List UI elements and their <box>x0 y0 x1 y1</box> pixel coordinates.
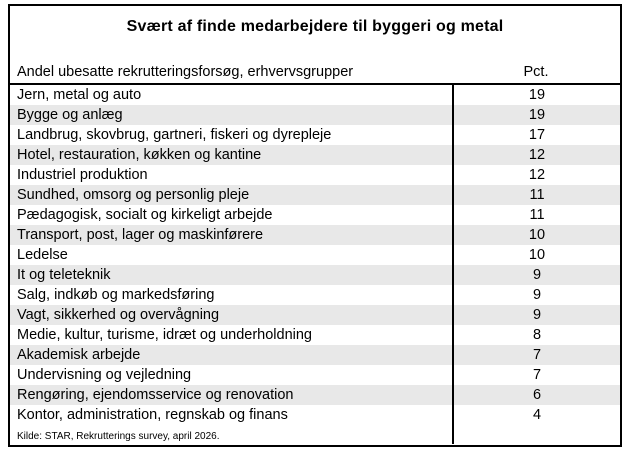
row-value: 9 <box>452 285 620 305</box>
row-value: 12 <box>452 165 620 185</box>
table-row: Industriel produktion 12 <box>10 165 620 185</box>
row-label: Transport, post, lager og maskinførere <box>17 227 264 243</box>
table-row: Jern, metal og auto 19 <box>10 85 620 105</box>
table-row: Rengøring, ejendomsservice og renovation… <box>10 385 620 405</box>
row-label: Undervisning og vejledning <box>17 367 192 383</box>
row-label: Pædagogisk, socialt og kirkeligt arbejde <box>17 207 273 223</box>
table-header-row: Andel ubesatte rekrutteringsforsøg, erhv… <box>10 37 620 85</box>
table-frame: Svært af finde medarbejdere til byggeri … <box>8 4 622 447</box>
row-label: Bygge og anlæg <box>17 107 123 123</box>
table-row: Vagt, sikkerhed og overvågning 9 <box>10 305 620 325</box>
row-label: Akademisk arbejde <box>17 347 141 363</box>
row-value: 6 <box>452 385 620 405</box>
row-value: 8 <box>452 325 620 345</box>
table-row: Hotel, restauration, køkken og kantine 12 <box>10 145 620 165</box>
row-label: Sundhed, omsorg og personlig pleje <box>17 187 250 203</box>
table-row: It og teleteknik 9 <box>10 265 620 285</box>
row-label: Kontor, administration, regnskab og fina… <box>17 407 288 423</box>
row-label: Vagt, sikkerhed og overvågning <box>17 307 220 323</box>
row-value: 11 <box>452 185 620 205</box>
row-value: 7 <box>452 345 620 365</box>
header-pct: Pct. <box>523 64 549 80</box>
row-label: Industriel produktion <box>17 167 148 183</box>
row-value: 19 <box>452 105 620 125</box>
table-row: Kontor, administration, regnskab og fina… <box>10 405 620 425</box>
source-row: Kilde: STAR, Rekrutterings survey, april… <box>10 425 620 444</box>
row-label: Hotel, restauration, køkken og kantine <box>17 147 262 163</box>
header-label: Andel ubesatte rekrutteringsforsøg, erhv… <box>17 64 354 80</box>
row-value: 10 <box>452 245 620 265</box>
table-row: Ledelse 10 <box>10 245 620 265</box>
row-value: 7 <box>452 365 620 385</box>
table-row: Medie, kultur, turisme, idræt og underho… <box>10 325 620 345</box>
row-value: 17 <box>452 125 620 145</box>
table-body: Jern, metal og auto 19 Bygge og anlæg 19 Lan… <box>10 85 620 425</box>
table-row: Landbrug, skovbrug, gartneri, fiskeri og… <box>10 125 620 145</box>
source-note: Kilde: STAR, Rekrutterings survey, april… <box>17 431 220 442</box>
table-row: Bygge og anlæg 19 <box>10 105 620 125</box>
row-value: 9 <box>452 265 620 285</box>
chart-title: Svært af finde medarbejdere til byggeri … <box>126 18 504 35</box>
table-row: Pædagogisk, socialt og kirkeligt arbejde… <box>10 205 620 225</box>
source-row-spacer <box>452 425 620 444</box>
row-label: Rengøring, ejendomsservice og renovation <box>17 387 294 403</box>
row-value: 11 <box>452 205 620 225</box>
row-label: Medie, kultur, turisme, idræt og underho… <box>17 327 312 343</box>
table-row: Transport, post, lager og maskinførere 10 <box>10 225 620 245</box>
table-row: Salg, indkøb og markedsføring 9 <box>10 285 620 305</box>
row-value: 12 <box>452 145 620 165</box>
row-value: 4 <box>452 405 620 425</box>
row-label: It og teleteknik <box>17 267 111 283</box>
row-label: Salg, indkøb og markedsføring <box>17 287 215 303</box>
row-value: 9 <box>452 305 620 325</box>
table-row: Undervisning og vejledning 7 <box>10 365 620 385</box>
table-row: Sundhed, omsorg og personlig pleje 11 <box>10 185 620 205</box>
row-label: Ledelse <box>17 247 68 263</box>
row-label: Landbrug, skovbrug, gartneri, fiskeri og… <box>17 127 332 143</box>
row-value: 19 <box>452 85 620 105</box>
table-row: Akademisk arbejde 7 <box>10 345 620 365</box>
row-value: 10 <box>452 225 620 245</box>
row-label: Jern, metal og auto <box>17 87 142 103</box>
